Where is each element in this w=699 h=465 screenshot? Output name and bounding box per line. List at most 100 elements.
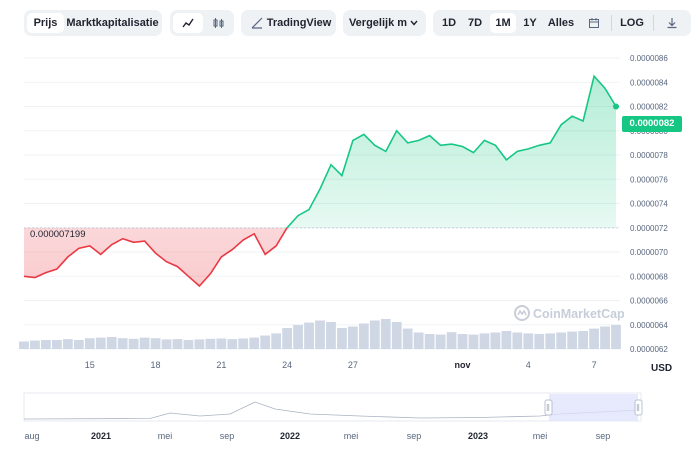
- area-fill-down: [24, 227, 287, 286]
- log-toggle[interactable]: LOG: [620, 17, 644, 29]
- volume-bar: [424, 334, 435, 349]
- view-toggle: Prijs Marktkapitalisatie: [24, 10, 162, 36]
- currency-label: USD: [651, 363, 673, 374]
- tab-price[interactable]: Prijs: [27, 13, 64, 33]
- coinmarketcap-logo-icon: [514, 305, 530, 321]
- y-tick-label: 0.0000072: [630, 224, 668, 233]
- volume-bar: [106, 337, 117, 349]
- y-tick-label: 0.0000064: [630, 321, 668, 330]
- volume-bar: [30, 340, 40, 349]
- volume-bar: [139, 337, 150, 349]
- volume-bar: [172, 339, 183, 349]
- navigator-tick-label: mei: [344, 431, 359, 441]
- compare-dropdown[interactable]: Vergelijk m: [343, 10, 426, 36]
- volume-bar: [52, 340, 62, 349]
- volume-bar: [227, 339, 238, 349]
- tradingview-button[interactable]: TradingView: [241, 10, 336, 36]
- range-1d[interactable]: 1D: [441, 17, 457, 29]
- volume-bar: [501, 331, 512, 349]
- volume-bar: [73, 340, 84, 349]
- volume-bar: [293, 325, 303, 349]
- volume-bar: [578, 331, 588, 349]
- navigator-tick-label: sep: [220, 431, 235, 441]
- range-1y[interactable]: 1Y: [523, 17, 537, 29]
- volume-bar: [271, 333, 282, 349]
- price-line-up: [286, 74, 617, 228]
- volume-bar: [600, 326, 610, 349]
- compare-label: Vergelijk m: [348, 17, 408, 29]
- x-tick-label: 4: [526, 360, 531, 370]
- volume-bar: [611, 325, 621, 349]
- volume-bar: [95, 337, 106, 349]
- volume-bar: [446, 332, 457, 349]
- volume-bar: [205, 338, 216, 349]
- price-line-down: [23, 227, 289, 288]
- tab-market-cap[interactable]: Marktkapitalisatie: [66, 17, 159, 29]
- volume-bar: [468, 334, 479, 349]
- calendar-icon[interactable]: [583, 13, 605, 33]
- volume-bar: [150, 338, 161, 349]
- volume-bar: [161, 339, 172, 349]
- chevron-down-icon: [410, 20, 418, 26]
- volume-bar: [304, 322, 314, 349]
- volume-bar: [512, 332, 523, 349]
- navigator-tick-label: 2022: [280, 431, 300, 441]
- y-tick-label: 0.0000070: [630, 248, 668, 257]
- x-tick-label: nov: [455, 360, 471, 370]
- volume-bar: [117, 338, 128, 349]
- volume-bar: [238, 338, 249, 349]
- volume-bar: [249, 337, 260, 349]
- candlestick-icon[interactable]: [204, 13, 232, 33]
- navigator-selection: [549, 394, 638, 421]
- x-tick-label: 21: [216, 360, 226, 370]
- x-tick-label: 15: [85, 360, 95, 370]
- volume-bar: [260, 335, 271, 349]
- y-tick-label: 0.0000062: [630, 345, 668, 354]
- navigator-tick-label: 2021: [91, 431, 111, 441]
- x-tick-label: 24: [282, 360, 292, 370]
- tradingview-icon: [251, 17, 263, 29]
- y-tick-label: 0.0000076: [630, 175, 668, 184]
- y-tick-label: 0.0000068: [630, 272, 668, 281]
- download-icon[interactable]: [659, 13, 685, 33]
- volume-bar: [348, 326, 358, 349]
- navigator-tick-label: mei: [158, 431, 173, 441]
- y-tick-label: 0.0000086: [630, 54, 668, 63]
- navigator-tick-label: mei: [533, 431, 548, 441]
- volume-bar: [589, 328, 599, 349]
- volume-bar: [402, 328, 413, 349]
- volume-bar: [369, 320, 380, 349]
- volume-bar: [534, 334, 545, 349]
- navigator-tick-label: sep: [407, 431, 422, 441]
- chart-toolbar: Prijs Marktkapitalisatie TradingView Ver…: [24, 10, 691, 36]
- volume-bar: [62, 339, 73, 349]
- y-tick-label: 0.0000082: [630, 103, 668, 112]
- volume-bar: [391, 322, 402, 349]
- volume-bar: [490, 332, 501, 349]
- volume-bar: [556, 332, 567, 349]
- volume-bar: [326, 322, 336, 349]
- volume-bar: [413, 332, 424, 349]
- y-tick-label: 0.0000074: [630, 200, 668, 209]
- volume-bar: [567, 331, 578, 349]
- last-price-dot: [613, 103, 619, 110]
- range-1m[interactable]: 1M: [490, 13, 516, 33]
- volume-bar: [545, 333, 556, 349]
- chart-mode-toggle: [170, 10, 234, 36]
- y-tick-label: 0.0000078: [630, 151, 668, 160]
- watermark: CoinMarketCap: [514, 305, 625, 321]
- volume-bar: [194, 339, 205, 349]
- volume-bar: [216, 338, 227, 349]
- range-all[interactable]: Alles: [547, 17, 575, 29]
- volume-bar: [337, 328, 347, 349]
- volume-bar: [380, 319, 391, 349]
- range-selector: 1D 7D 1M 1Y Alles LOG: [433, 10, 691, 36]
- range-7d[interactable]: 7D: [467, 17, 483, 29]
- x-tick-label: 27: [348, 360, 358, 370]
- start-price-label: 0.000007199: [30, 229, 86, 240]
- line-chart-icon[interactable]: [173, 13, 203, 33]
- x-tick-label: 7: [592, 360, 597, 370]
- volume-bar: [523, 333, 534, 349]
- y-tick-label: 0.0000084: [630, 78, 668, 87]
